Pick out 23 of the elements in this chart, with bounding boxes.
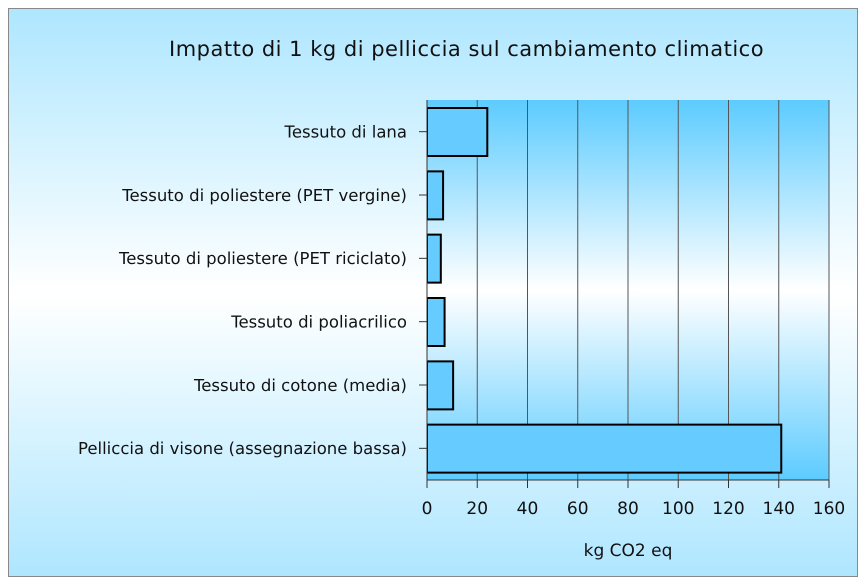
y-tick-label: Pelliccia di visone (assegnazione bassa)	[78, 439, 407, 458]
bar	[427, 297, 446, 347]
bar	[427, 424, 782, 474]
chart-title: Impatto di 1 kg di pelliccia sul cambiamento climatico	[169, 37, 764, 61]
x-tick-label: 40	[516, 499, 538, 520]
bar	[427, 170, 444, 220]
x-tick-label: 160	[812, 499, 846, 520]
x-axis-title: kg CO2 eq	[584, 541, 672, 561]
x-tick-label: 80	[617, 499, 639, 520]
y-tick-label: Tessuto di cotone (media)	[192, 376, 407, 395]
x-tick-label: 100	[662, 499, 694, 520]
bar	[427, 360, 454, 410]
x-tick-label: 60	[566, 499, 589, 520]
x-tick-label: 120	[712, 499, 745, 520]
y-tick-label: Tessuto di poliestere (PET riciclato)	[118, 249, 407, 268]
bar	[427, 107, 488, 157]
bar	[427, 234, 442, 284]
x-tick-label: 0	[422, 499, 432, 520]
x-tick-label: 140	[762, 499, 795, 520]
y-tick-label: Tessuto di poliestere (PET vergine)	[121, 186, 407, 205]
y-tick-label: Tessuto di lana	[284, 122, 407, 142]
x-tick-label: 20	[466, 499, 488, 520]
y-tick-label: Tessuto di poliacrilico	[230, 312, 407, 332]
